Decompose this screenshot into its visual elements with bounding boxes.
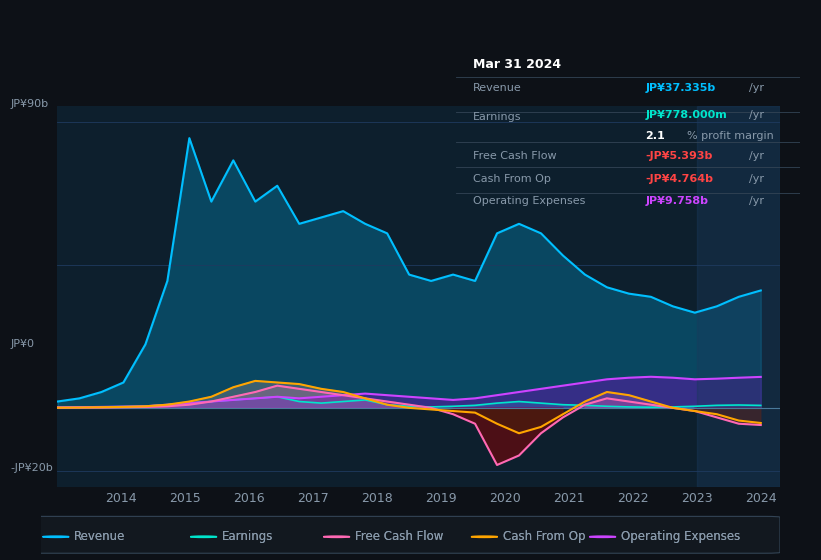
Text: Revenue: Revenue [75, 530, 126, 543]
Text: -JP¥4.764b: -JP¥4.764b [645, 174, 713, 184]
Text: Earnings: Earnings [473, 112, 521, 122]
Text: Operating Expenses: Operating Expenses [621, 530, 741, 543]
Text: /yr: /yr [749, 174, 764, 184]
Text: JP¥9.758b: JP¥9.758b [645, 196, 709, 206]
Text: Revenue: Revenue [473, 83, 521, 94]
Text: JP¥778.000m: JP¥778.000m [645, 110, 727, 120]
Circle shape [190, 536, 217, 538]
Circle shape [589, 536, 616, 538]
Circle shape [43, 536, 69, 538]
Circle shape [323, 536, 350, 538]
Text: Operating Expenses: Operating Expenses [621, 530, 741, 543]
Text: Cash From Op: Cash From Op [502, 530, 585, 543]
Text: JP¥37.335b: JP¥37.335b [645, 83, 716, 94]
Text: Earnings: Earnings [222, 530, 273, 543]
Text: Cash From Op: Cash From Op [473, 174, 551, 184]
Text: /yr: /yr [749, 83, 764, 94]
Text: 2.1: 2.1 [645, 130, 665, 141]
Text: Revenue: Revenue [75, 530, 126, 543]
Text: % profit margin: % profit margin [686, 130, 773, 141]
Bar [697, 106, 780, 487]
Text: /yr: /yr [749, 196, 764, 206]
Text: Operating Expenses: Operating Expenses [473, 196, 585, 206]
Text: Free Cash Flow: Free Cash Flow [355, 530, 443, 543]
Text: JP¥90b: JP¥90b [11, 99, 48, 109]
Circle shape [471, 536, 498, 538]
Circle shape [471, 536, 498, 538]
Text: Free Cash Flow: Free Cash Flow [473, 151, 557, 161]
Circle shape [589, 536, 616, 538]
Text: Mar 31 2024: Mar 31 2024 [473, 58, 561, 71]
Text: Earnings: Earnings [222, 530, 273, 543]
Text: -JP¥20b: -JP¥20b [11, 463, 53, 473]
Circle shape [190, 536, 217, 538]
Text: /yr: /yr [749, 110, 764, 120]
Text: JP¥0: JP¥0 [11, 339, 34, 349]
Circle shape [43, 536, 69, 538]
Text: Free Cash Flow: Free Cash Flow [355, 530, 443, 543]
Text: -JP¥5.393b: -JP¥5.393b [645, 151, 713, 161]
Text: /yr: /yr [749, 151, 764, 161]
Text: Cash From Op: Cash From Op [502, 530, 585, 543]
FancyBboxPatch shape [26, 516, 780, 553]
Circle shape [323, 536, 350, 538]
